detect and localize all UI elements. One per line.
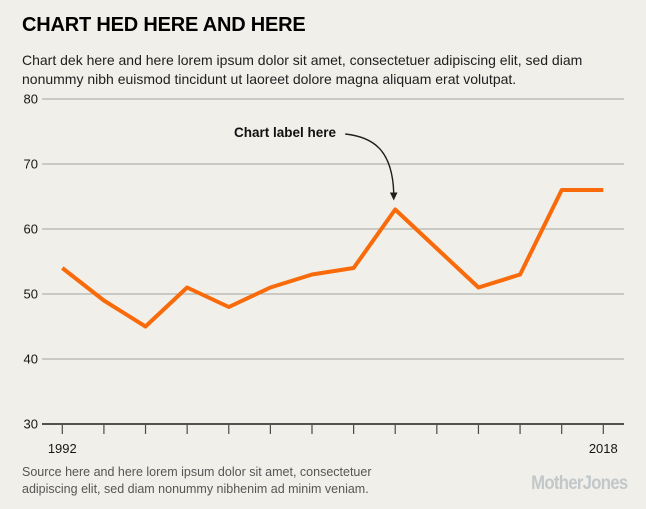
chart-title: CHART HED HERE AND HERE [22,14,306,36]
source-line-2: adipiscing elit, sed diam nonummy nibhen… [22,482,369,496]
chart-dek-line-1: Chart dek here and here lorem ipsum dolo… [22,52,583,68]
chart-annotation-label: Chart label here [234,125,337,140]
source-line-1: Source here and here lorem ipsum dolor s… [22,465,372,479]
x-axis-label: 2018 [589,441,618,456]
y-axis-label: 50 [24,287,38,302]
annotation-arrowhead-icon [389,192,398,201]
motherjones-logo: MotherJones [530,473,628,494]
data-line [61,188,604,329]
y-axis-label: 80 [24,92,38,107]
y-axis-label: 30 [24,417,38,432]
chart-dek: Chart dek here and here lorem ipsum dolo… [22,51,582,89]
y-axis-label: 40 [24,352,38,367]
source-note: Source here and here lorem ipsum dolor s… [22,464,371,498]
x-axis-label: 1992 [48,441,77,456]
chart-dek-line-2: nonummy nibh euismod tincidunt ut laoree… [22,71,517,87]
annotation-arrow [345,133,395,193]
y-axis-label: 60 [24,222,38,237]
y-axis-label: 70 [24,157,38,172]
